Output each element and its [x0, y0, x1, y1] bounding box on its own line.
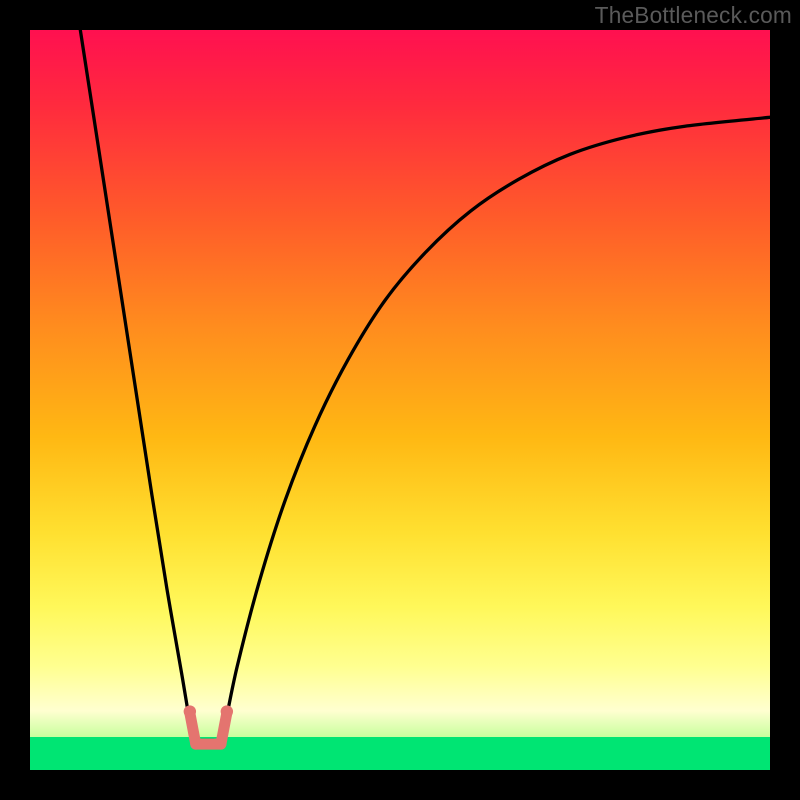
highlight-endpoint [221, 705, 233, 717]
chart-canvas: TheBottleneck.com [0, 0, 800, 800]
highlight-endpoint [184, 705, 196, 717]
bottleneck-curve [80, 30, 770, 741]
watermark-text: TheBottleneck.com [595, 2, 792, 29]
curve-layer [30, 30, 770, 770]
highlight-segment [221, 713, 227, 744]
plot-area [30, 30, 770, 770]
highlight-marker [184, 705, 233, 744]
